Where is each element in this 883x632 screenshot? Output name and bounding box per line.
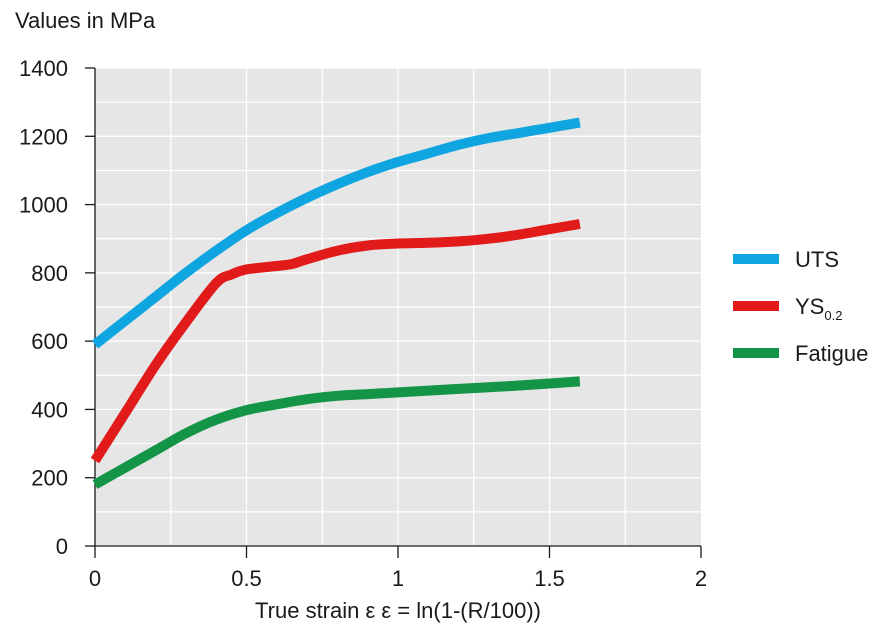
y-tick-label: 400 [31,397,68,422]
series-line-fatigue [92,376,581,489]
x-tick-label: 0.5 [231,566,262,591]
legend-label-subscript: 0.2 [824,308,842,323]
y-axis-title: Values in MPa [15,8,156,33]
y-tick-label: 200 [31,466,68,491]
tick-labels: 0 200 400 600 800 1000 1200 1400 0 0.5 1 1.5 2 [19,56,707,591]
y-tick-label: 1400 [19,56,68,81]
legend-swatch-uts [733,254,779,264]
legend-swatch-fatigue [733,348,779,358]
y-tick-label: 600 [31,329,68,354]
x-tick-label: 2 [695,566,707,591]
y-tick-label: 1000 [19,193,68,218]
x-axis-title: True strain ε ε = ln(1-(R/100)) [255,598,541,623]
x-tick-label: 0 [89,566,101,591]
x-tick-label: 1 [392,566,404,591]
grid [95,67,701,546]
legend-label-uts: UTS [795,247,839,272]
series-line-uts [91,117,581,349]
y-tick-label: 0 [56,534,68,559]
series-line-ys [90,219,581,464]
legend-label-ys: YS0.2 [795,294,842,323]
legend-swatch-ys [733,301,779,311]
series-lines [90,117,581,489]
legend-label-fatigue: Fatigue [795,341,868,366]
y-tick-label: 1200 [19,124,68,149]
legend: UTS YS0.2 Fatigue [733,247,868,366]
x-tick-label: 1.5 [534,566,565,591]
axes [85,67,702,558]
y-tick-label: 800 [31,261,68,286]
